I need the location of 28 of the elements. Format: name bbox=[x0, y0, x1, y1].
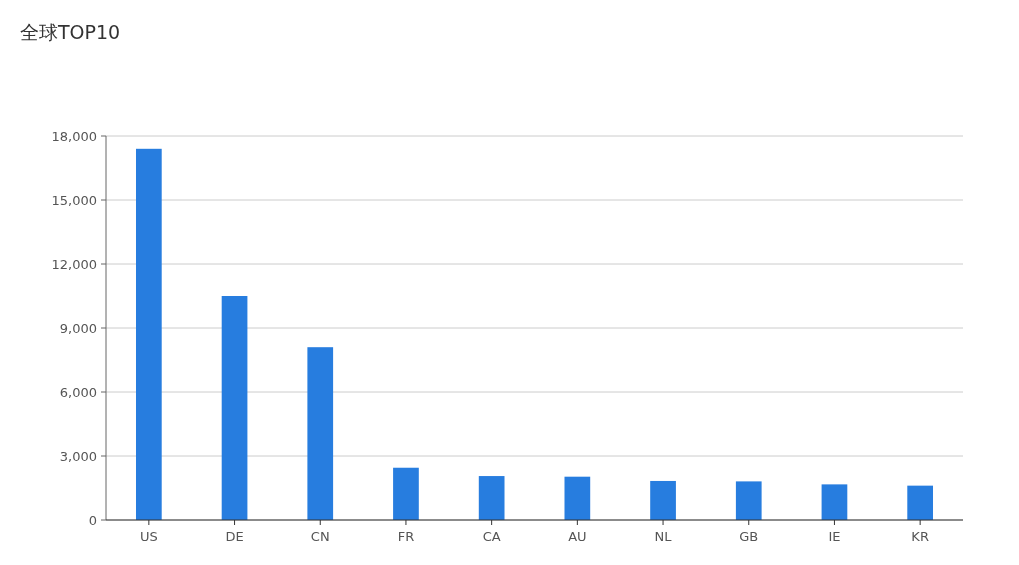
x-tick-label: FR bbox=[397, 529, 415, 544]
bar bbox=[393, 467, 419, 520]
chart-title: 全球TOP10 bbox=[20, 21, 121, 43]
x-tick-label: CA bbox=[482, 529, 501, 544]
x-tick-label: KR bbox=[911, 529, 929, 544]
x-tick-label: CN bbox=[310, 529, 330, 544]
x-tick-label: GB bbox=[739, 529, 759, 544]
x-tick-label: AU bbox=[568, 529, 587, 544]
bar bbox=[821, 484, 848, 520]
bar bbox=[907, 485, 934, 520]
x-tick-label: US bbox=[139, 529, 158, 544]
bar bbox=[221, 296, 248, 520]
y-tick-label: 0 bbox=[88, 512, 97, 528]
x-tick-label: IE bbox=[828, 529, 841, 544]
y-tick-label: 9,000 bbox=[59, 320, 97, 336]
bar bbox=[136, 148, 162, 520]
y-tick-label: 18,000 bbox=[51, 128, 97, 144]
bar bbox=[564, 476, 591, 520]
y-tick-label: 6,000 bbox=[59, 384, 97, 400]
y-tick-label: 3,000 bbox=[59, 448, 97, 464]
bar bbox=[307, 347, 334, 520]
bar bbox=[478, 476, 505, 520]
y-tick-label: 12,000 bbox=[51, 256, 97, 272]
x-tick-label: DE bbox=[225, 529, 244, 544]
bar bbox=[735, 481, 762, 520]
bar bbox=[650, 480, 676, 520]
x-tick-label: NL bbox=[654, 529, 673, 544]
y-tick-label: 15,000 bbox=[51, 192, 97, 208]
